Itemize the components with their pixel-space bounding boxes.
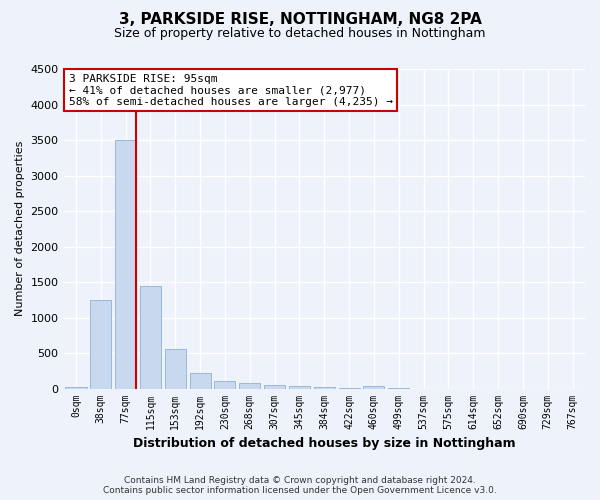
X-axis label: Distribution of detached houses by size in Nottingham: Distribution of detached houses by size … [133, 437, 515, 450]
Bar [289, 386, 310, 388]
Text: 3, PARKSIDE RISE, NOTTINGHAM, NG8 2PA: 3, PARKSIDE RISE, NOTTINGHAM, NG8 2PA [119, 12, 481, 28]
Bar [115, 140, 136, 388]
Text: 3 PARKSIDE RISE: 95sqm
← 41% of detached houses are smaller (2,977)
58% of semi-: 3 PARKSIDE RISE: 95sqm ← 41% of detached… [69, 74, 393, 107]
Bar [314, 387, 335, 388]
Y-axis label: Number of detached properties: Number of detached properties [15, 141, 25, 316]
Text: Contains HM Land Registry data © Crown copyright and database right 2024.
Contai: Contains HM Land Registry data © Crown c… [103, 476, 497, 495]
Bar [214, 380, 235, 388]
Bar [165, 350, 186, 389]
Bar [264, 385, 285, 388]
Bar [239, 383, 260, 388]
Text: Size of property relative to detached houses in Nottingham: Size of property relative to detached ho… [114, 28, 486, 40]
Bar [190, 373, 211, 388]
Bar [90, 300, 112, 388]
Bar [364, 386, 385, 388]
Bar [140, 286, 161, 389]
